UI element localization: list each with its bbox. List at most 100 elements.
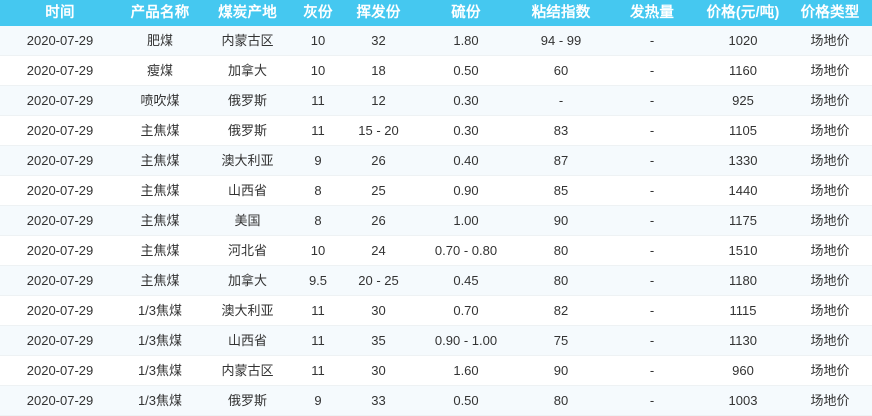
cell-volatile: 26 bbox=[341, 205, 416, 236]
cell-time: 2020-07-29 bbox=[0, 205, 120, 236]
cell-origin: 澳大利亚 bbox=[200, 295, 295, 326]
cell-price: 960 bbox=[698, 355, 788, 386]
cell-pricetype: 场地价 bbox=[788, 205, 872, 236]
cell-ash: 11 bbox=[295, 355, 341, 386]
cell-origin: 山西省 bbox=[200, 175, 295, 206]
column-header-product[interactable]: 产品名称 bbox=[120, 0, 200, 26]
table-header: 时间 产品名称 煤炭产地 灰份 挥发份 硫份 粘结指数 发热量 价格(元/吨) 价格类型 bbox=[0, 0, 872, 26]
table-row[interactable]: 2020-07-29 瘦煤 加拿大 10 18 0.50 60-1160 场地价 bbox=[0, 55, 872, 86]
cell-calorific: - bbox=[606, 325, 698, 356]
cell-origin: 内蒙古区 bbox=[200, 355, 295, 386]
cell-time: 2020-07-29 bbox=[0, 295, 120, 326]
cell-calorific: - bbox=[606, 85, 698, 116]
cell-product: 主焦煤 bbox=[120, 205, 200, 236]
cell-product: 1/3焦煤 bbox=[120, 355, 200, 386]
cell-time: 2020-07-29 bbox=[0, 145, 120, 176]
cell-pricetype: 场地价 bbox=[788, 115, 872, 146]
cell-sulfur: 0.30 bbox=[416, 115, 516, 146]
cell-calorific: - bbox=[606, 26, 698, 56]
cell-pricetype: 场地价 bbox=[788, 85, 872, 116]
cell-pricetype: 场地价 bbox=[788, 355, 872, 386]
cell-ash: 10 bbox=[295, 26, 341, 56]
cell-ash: 10 bbox=[295, 235, 341, 266]
cell-volatile: 24 bbox=[341, 235, 416, 266]
cell-product: 瘦煤 bbox=[120, 55, 200, 86]
table-row[interactable]: 2020-07-29 1/3焦煤 俄罗斯 9 33 0.50 80-1003 场地价 bbox=[0, 385, 872, 416]
cell-price: 1180 bbox=[698, 265, 788, 296]
cell-sulfur: 0.30 bbox=[416, 85, 516, 116]
column-header-origin[interactable]: 煤炭产地 bbox=[200, 0, 295, 26]
cell-origin: 内蒙古区 bbox=[200, 26, 295, 56]
cell-ash: 9 bbox=[295, 145, 341, 176]
cell-sulfur: 0.50 bbox=[416, 385, 516, 416]
cell-price: 1020 bbox=[698, 26, 788, 56]
column-header-price[interactable]: 价格(元/吨) bbox=[698, 0, 788, 26]
cell-caking: 90 bbox=[516, 355, 606, 386]
cell-origin: 美国 bbox=[200, 205, 295, 236]
table-row[interactable]: 2020-07-29 主焦煤 加拿大 9.5 20 - 25 0.45 80-1180 场地价 bbox=[0, 265, 872, 296]
cell-caking: - bbox=[516, 85, 606, 116]
cell-caking: 83 bbox=[516, 115, 606, 146]
cell-price: 1115 bbox=[698, 295, 788, 326]
table-row[interactable]: 2020-07-29 1/3焦煤 内蒙古区 11 30 1.60 90-960 场地价 bbox=[0, 355, 872, 386]
table-row[interactable]: 2020-07-29 主焦煤 河北省 10 24 0.70 - 0.80 80-1510 场地… bbox=[0, 235, 872, 266]
cell-time: 2020-07-29 bbox=[0, 355, 120, 386]
cell-time: 2020-07-29 bbox=[0, 26, 120, 56]
cell-calorific: - bbox=[606, 205, 698, 236]
cell-ash: 11 bbox=[295, 85, 341, 116]
table-body: 2020-07-29 肥煤 内蒙古区 10 32 1.80 94 - 99-1020 场地价 2… bbox=[0, 26, 872, 416]
column-header-caking[interactable]: 粘结指数 bbox=[516, 0, 606, 26]
table-header-row: 时间 产品名称 煤炭产地 灰份 挥发份 硫份 粘结指数 发热量 价格(元/吨) 价格类型 bbox=[0, 0, 872, 26]
column-header-volatile[interactable]: 挥发份 bbox=[341, 0, 416, 26]
cell-pricetype: 场地价 bbox=[788, 175, 872, 206]
cell-pricetype: 场地价 bbox=[788, 26, 872, 56]
cell-volatile: 20 - 25 bbox=[341, 265, 416, 296]
cell-price: 1175 bbox=[698, 205, 788, 236]
cell-volatile: 12 bbox=[341, 85, 416, 116]
table-row[interactable]: 2020-07-29 主焦煤 美国 8 26 1.00 90-1175 场地价 bbox=[0, 205, 872, 236]
cell-caking: 94 - 99 bbox=[516, 26, 606, 56]
cell-sulfur: 0.90 bbox=[416, 175, 516, 206]
table-row[interactable]: 2020-07-29 主焦煤 山西省 8 25 0.90 85-1440 场地价 bbox=[0, 175, 872, 206]
column-header-ash[interactable]: 灰份 bbox=[295, 0, 341, 26]
cell-time: 2020-07-29 bbox=[0, 265, 120, 296]
cell-time: 2020-07-29 bbox=[0, 235, 120, 266]
cell-time: 2020-07-29 bbox=[0, 385, 120, 416]
cell-ash: 10 bbox=[295, 55, 341, 86]
table-row[interactable]: 2020-07-29 肥煤 内蒙古区 10 32 1.80 94 - 99-1020 场地价 bbox=[0, 26, 872, 56]
cell-pricetype: 场地价 bbox=[788, 265, 872, 296]
cell-calorific: - bbox=[606, 175, 698, 206]
cell-ash: 9.5 bbox=[295, 265, 341, 296]
cell-sulfur: 0.70 - 0.80 bbox=[416, 235, 516, 266]
cell-pricetype: 场地价 bbox=[788, 385, 872, 416]
column-header-time[interactable]: 时间 bbox=[0, 0, 120, 26]
cell-caking: 75 bbox=[516, 325, 606, 356]
cell-caking: 90 bbox=[516, 205, 606, 236]
cell-pricetype: 场地价 bbox=[788, 145, 872, 176]
cell-price: 1160 bbox=[698, 55, 788, 86]
table-row[interactable]: 2020-07-29 喷吹煤 俄罗斯 11 12 0.30- -925 场地价 bbox=[0, 85, 872, 116]
cell-time: 2020-07-29 bbox=[0, 325, 120, 356]
column-header-calorific[interactable]: 发热量 bbox=[606, 0, 698, 26]
table-row[interactable]: 2020-07-29 1/3焦煤 山西省 11 35 0.90 - 1.00 75-1130… bbox=[0, 325, 872, 356]
cell-caking: 60 bbox=[516, 55, 606, 86]
cell-volatile: 18 bbox=[341, 55, 416, 86]
cell-origin: 山西省 bbox=[200, 325, 295, 356]
cell-calorific: - bbox=[606, 115, 698, 146]
cell-price: 1003 bbox=[698, 385, 788, 416]
cell-origin: 俄罗斯 bbox=[200, 85, 295, 116]
cell-calorific: - bbox=[606, 265, 698, 296]
cell-ash: 8 bbox=[295, 175, 341, 206]
cell-volatile: 33 bbox=[341, 385, 416, 416]
table-row[interactable]: 2020-07-29 主焦煤 澳大利亚 9 26 0.40 87-1330 场地价 bbox=[0, 145, 872, 176]
cell-caking: 85 bbox=[516, 175, 606, 206]
cell-caking: 87 bbox=[516, 145, 606, 176]
cell-calorific: - bbox=[606, 385, 698, 416]
column-header-sulfur[interactable]: 硫份 bbox=[416, 0, 516, 26]
column-header-pricetype[interactable]: 价格类型 bbox=[788, 0, 872, 26]
cell-ash: 11 bbox=[295, 115, 341, 146]
table-row[interactable]: 2020-07-29 主焦煤 俄罗斯 11 15 - 20 0.30 83-1105 场地价 bbox=[0, 115, 872, 146]
table-row[interactable]: 2020-07-29 1/3焦煤 澳大利亚 11 30 0.70 82-1115 场地价 bbox=[0, 295, 872, 326]
cell-pricetype: 场地价 bbox=[788, 295, 872, 326]
